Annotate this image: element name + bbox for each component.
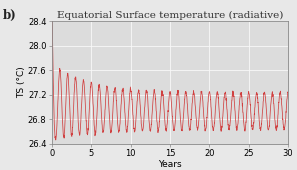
Title: Equatorial Surface temperature (radiative): Equatorial Surface temperature (radiativ…	[57, 11, 283, 20]
Y-axis label: TS (°C): TS (°C)	[18, 67, 26, 98]
Text: b): b)	[3, 8, 17, 21]
X-axis label: Years: Years	[158, 160, 182, 169]
